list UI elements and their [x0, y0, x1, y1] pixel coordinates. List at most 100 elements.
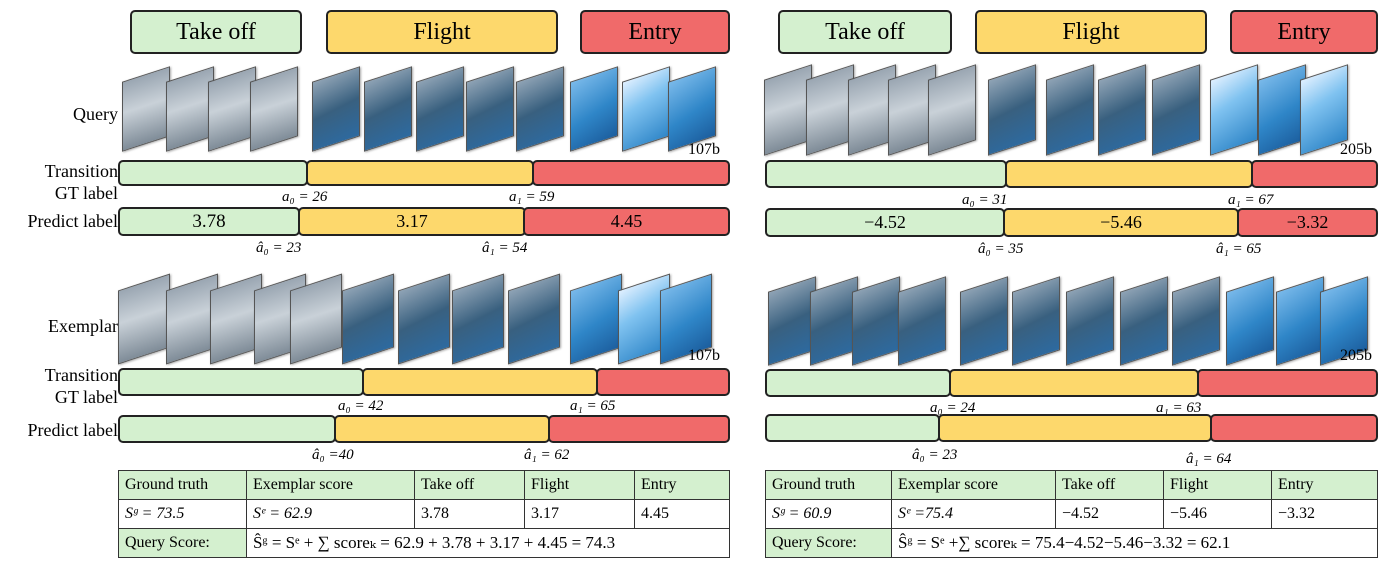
video-frame-thumbnail	[416, 66, 464, 152]
query-gt-takeoff	[118, 160, 308, 186]
table-header: Ground truth	[118, 470, 247, 500]
video-frame-thumbnail	[668, 66, 716, 152]
video-frame-thumbnail	[928, 64, 976, 156]
query-pred-flight: 3.17	[298, 207, 526, 236]
table-cell: Sᵉ =75.4	[891, 499, 1056, 529]
query-pred-entry: 4.45	[523, 207, 730, 236]
exemplar-dive-code: 205b	[1340, 347, 1372, 364]
table-cell: 4.45	[634, 499, 730, 529]
exemplar-gt-takeoff	[118, 368, 364, 396]
phase-header-flight: Flight	[326, 10, 558, 54]
exemplar-gt-a1: a₁ = 65	[570, 398, 616, 414]
video-frame-thumbnail	[166, 66, 214, 152]
table-cell: Sᵍ = 73.5	[118, 499, 247, 529]
video-frame-thumbnail	[452, 273, 504, 365]
video-frame-thumbnail	[364, 66, 412, 152]
video-frame-thumbnail	[398, 273, 450, 365]
video-frame-thumbnail	[118, 273, 170, 365]
video-frame-thumbnail	[988, 64, 1036, 156]
query-pred-entry: −3.32	[1237, 208, 1378, 237]
query-gt-a0: a₀ = 31	[962, 192, 1008, 208]
video-frame-thumbnail	[1276, 276, 1324, 366]
query-pred-a0: â₀ = 35	[978, 241, 1024, 257]
query-score-formula: Ŝᵍ = Sᵉ + ∑ scoreₖ = 62.9 + 3.78 + 3.17 …	[246, 528, 730, 558]
query-score-formula: Ŝᵍ = Sᵉ +∑ scoreₖ = 75.4−4.52−5.46−3.32 …	[891, 528, 1378, 558]
query-gt-takeoff	[765, 160, 1007, 188]
table-row: Ground truth Exemplar score Take off Fli…	[765, 470, 1378, 500]
score-table: Ground truth Exemplar score Take off Fli…	[118, 470, 730, 558]
table-cell: −5.46	[1163, 499, 1272, 529]
table-cell: Sᵍ = 60.9	[765, 499, 892, 529]
video-frame-thumbnail	[768, 276, 816, 366]
table-header: Entry	[1271, 470, 1378, 500]
video-frame-thumbnail	[810, 276, 858, 366]
score-table: Ground truth Exemplar score Take off Fli…	[765, 470, 1378, 558]
table-row: Query Score: Ŝᵍ = Sᵉ + ∑ scoreₖ = 62.9 +…	[118, 528, 730, 558]
video-frame-thumbnail	[1152, 64, 1200, 156]
exemplar-pred-takeoff	[118, 415, 336, 443]
table-header: Exemplar score	[246, 470, 415, 500]
exemplar-pred-flight	[938, 414, 1212, 442]
exemplar-gt-a0: a₀ = 24	[930, 400, 976, 416]
video-frame-thumbnail	[508, 273, 560, 365]
exemplar-gt-a1: a₁ = 63	[1156, 400, 1202, 416]
video-frame-thumbnail	[312, 66, 360, 152]
query-dive-code: 205b	[1340, 141, 1372, 158]
query-gt-entry	[1251, 160, 1378, 188]
video-frame-thumbnail	[250, 66, 298, 152]
video-frame-thumbnail	[852, 276, 900, 366]
video-frame-thumbnail	[1066, 276, 1114, 366]
video-frame-thumbnail	[1012, 276, 1060, 366]
gt-label-line1: Transition	[44, 161, 118, 181]
predict-label: Predict label	[27, 211, 118, 231]
table-header: Take off	[1055, 470, 1164, 500]
table-header: Exemplar score	[891, 470, 1056, 500]
table-cell: −4.52	[1055, 499, 1164, 529]
exemplar-pred-a1: â₁ = 64	[1186, 451, 1232, 467]
video-frame-thumbnail	[1172, 276, 1220, 366]
exemplar-pred-a0: â₀ = 23	[912, 447, 958, 463]
exemplar-pred-takeoff	[765, 414, 940, 442]
video-frame-thumbnail	[1210, 64, 1258, 156]
exemplar-gt-label-line1: Transition	[44, 365, 118, 385]
query-score-label: Query Score:	[765, 528, 892, 558]
table-header: Flight	[1163, 470, 1272, 500]
video-frame-thumbnail	[208, 66, 256, 152]
exemplar-pred-entry	[548, 415, 730, 443]
exemplar-gt-takeoff	[765, 369, 951, 397]
video-frame-thumbnail	[622, 66, 670, 152]
query-gt-a0: a₀ = 26	[282, 189, 328, 205]
exemplar-gt-a0: a₀ = 42	[338, 398, 384, 414]
exemplar-dive-code: 107b	[688, 347, 720, 364]
exemplar-gt-flight	[362, 368, 598, 396]
video-frame-thumbnail	[290, 273, 342, 365]
exemplar-gt-label-line2: GT label	[54, 387, 118, 407]
table-cell: 3.17	[524, 499, 635, 529]
gt-label: Transition GT label	[10, 160, 118, 204]
video-frame-thumbnail	[806, 64, 854, 156]
query-gt-a1: a₁ = 59	[509, 189, 555, 205]
table-header: Ground truth	[765, 470, 892, 500]
video-frame-thumbnail	[516, 66, 564, 152]
gt-label-line2: GT label	[54, 183, 118, 203]
query-dive-code: 107b	[688, 141, 720, 158]
exemplar-row-label: Exemplar	[48, 316, 118, 336]
video-frame-thumbnail	[1226, 276, 1274, 366]
phase-header-flight: Flight	[975, 10, 1207, 54]
video-frame-thumbnail	[342, 273, 394, 365]
exemplar-gt-label: Transition GT label	[10, 364, 118, 408]
exemplar-pred-a1: â₁ = 62	[524, 447, 570, 463]
table-header: Flight	[524, 470, 635, 500]
query-pred-a1: â₁ = 65	[1216, 241, 1262, 257]
query-pred-flight: −5.46	[1003, 208, 1239, 237]
query-score-label: Query Score:	[118, 528, 247, 558]
query-gt-flight	[306, 160, 534, 186]
video-frame-thumbnail	[570, 66, 618, 152]
table-row: Sᵍ = 60.9 Sᵉ =75.4 −4.52 −5.46 −3.32	[765, 499, 1378, 529]
query-gt-flight	[1005, 160, 1253, 188]
query-gt-entry	[532, 160, 730, 186]
video-frame-thumbnail	[122, 66, 170, 152]
table-row: Sᵍ = 73.5 Sᵉ = 62.9 3.78 3.17 4.45	[118, 499, 730, 529]
query-pred-a1: â₁ = 54	[482, 240, 528, 256]
video-frame-thumbnail	[570, 273, 622, 365]
